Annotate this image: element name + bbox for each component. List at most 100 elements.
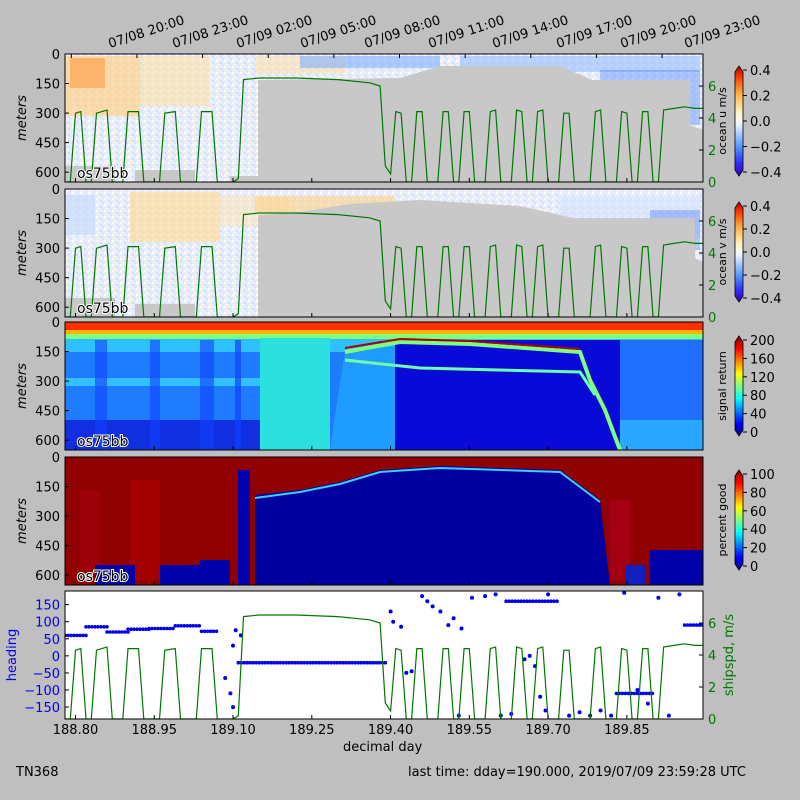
heading-marker	[126, 630, 130, 634]
heading-marker	[120, 630, 124, 634]
depth-tick-label: 0	[52, 451, 60, 466]
heading-marker	[666, 713, 671, 718]
heading-marker	[147, 626, 151, 631]
heading-marker	[362, 660, 367, 665]
heading-marker	[368, 660, 373, 665]
heading-marker	[188, 624, 193, 628]
heading-tick-label: −100	[24, 684, 60, 699]
speed-tick-label: 0	[708, 176, 716, 191]
heading-marker	[156, 626, 160, 631]
heading-marker	[682, 623, 687, 627]
heading-marker	[347, 660, 352, 665]
heading-marker	[179, 624, 184, 628]
heading-marker	[359, 660, 364, 665]
heading-marker	[96, 625, 100, 629]
x-tick-label: 188.80	[53, 723, 99, 738]
colorbar-tick-label: 0.0	[750, 115, 771, 130]
heading-marker	[513, 599, 517, 603]
heading-marker	[275, 660, 280, 665]
heading-marker	[191, 624, 196, 628]
last-time-label: last time: dday=190.000, 2019/07/09 23:5…	[408, 765, 746, 780]
colorbar-tick-label: 160	[750, 352, 775, 367]
heading-marker	[341, 660, 346, 665]
colorbar-tick-label: −0.4	[750, 166, 782, 181]
heading-marker	[371, 660, 376, 665]
colorbar-label: signal return	[716, 351, 729, 421]
heading-marker	[114, 630, 118, 634]
x-tick-label: 189.40	[368, 723, 414, 738]
heading-marker	[272, 660, 277, 665]
heading-marker	[173, 624, 178, 628]
speed-tick-label: 4	[708, 247, 716, 262]
x-tick-label: 189.10	[210, 723, 256, 738]
heading-marker	[644, 691, 649, 696]
heading-marker	[620, 691, 625, 696]
heading-marker	[314, 660, 319, 665]
heading-marker	[688, 623, 693, 627]
heading-marker	[540, 599, 544, 603]
colorbar-tick-label: 100	[750, 468, 775, 483]
heading-marker	[391, 619, 396, 624]
speed-tick-label: 4	[708, 112, 716, 127]
heading-marker	[284, 660, 289, 665]
heading-marker	[223, 676, 228, 680]
heading-marker	[528, 599, 532, 603]
depth-tick-label: 600	[35, 166, 60, 181]
heading-marker	[278, 660, 283, 665]
heading-marker	[614, 691, 619, 696]
heading-marker	[641, 691, 646, 696]
heading-marker	[126, 627, 130, 631]
heading-marker	[317, 660, 322, 665]
depth-tick-label: 300	[35, 242, 60, 257]
heading-marker	[635, 688, 640, 692]
heading-marker	[84, 625, 88, 629]
x-tick-label: 189.85	[604, 723, 650, 738]
heading-marker	[66, 633, 70, 638]
colorbar-tick-label: 0	[750, 426, 758, 441]
heading-marker	[438, 609, 443, 614]
heading-marker	[308, 660, 313, 665]
heading-marker	[171, 626, 175, 631]
depth-tick-label: 150	[35, 481, 60, 496]
heading-marker	[538, 694, 543, 699]
colorbar-tick-label: 40	[750, 523, 767, 538]
colorbar-tick-label: 120	[750, 371, 775, 386]
heading-marker	[388, 609, 393, 614]
colorbar-tick-label: 0.2	[750, 223, 771, 238]
heading-marker	[399, 624, 404, 629]
heading-marker	[281, 660, 286, 665]
depth-tick-label: 150	[35, 78, 60, 93]
heading-marker	[525, 599, 529, 603]
heading-marker	[543, 708, 548, 713]
colorbar-tick-label: 0.4	[750, 64, 771, 79]
heading-marker	[165, 626, 169, 631]
heading-marker	[260, 660, 265, 665]
heading-marker	[527, 653, 532, 658]
heading-marker	[516, 599, 520, 603]
heading-marker	[645, 701, 650, 706]
depth-tick-label: 450	[35, 405, 60, 420]
cruise-label: TN368	[16, 765, 59, 780]
heading-marker	[522, 657, 527, 662]
heading-marker	[205, 629, 210, 634]
heading-marker	[510, 599, 514, 603]
heading-marker	[555, 599, 559, 603]
heading-marker	[214, 629, 219, 634]
heading-marker	[245, 660, 250, 665]
heading-marker	[266, 660, 271, 665]
colorbar-ocean-u	[734, 65, 744, 177]
colorbar-ocean-v	[734, 201, 744, 303]
heading-marker	[93, 625, 97, 629]
heading-marker	[338, 660, 343, 665]
heading-marker	[194, 624, 199, 628]
colorbar-tick-label: 80	[750, 486, 767, 501]
heading-tick-label: 0	[52, 650, 60, 665]
heading-marker	[257, 660, 262, 665]
depth-tick-label: 300	[35, 107, 60, 122]
heading-marker	[78, 633, 82, 638]
x-tick-label: 189.70	[525, 723, 571, 738]
heading-marker	[425, 599, 430, 604]
instrument-label: os75bb	[77, 434, 129, 450]
heading-marker	[459, 626, 464, 631]
